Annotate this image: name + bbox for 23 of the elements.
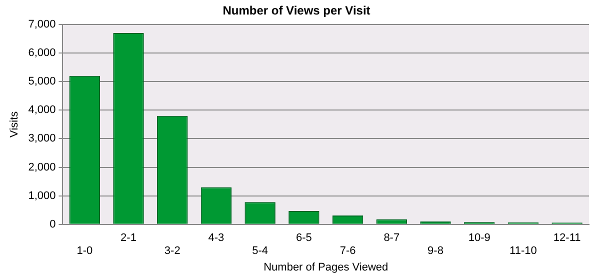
x-tick-label: 11-10 [510, 245, 537, 258]
x-tick-label: 6-5 [296, 232, 312, 244]
y-tick-label: 3,000 [28, 132, 56, 145]
x-tick-label: 7-6 [340, 245, 356, 258]
x-tick-label: 2-1 [120, 232, 136, 244]
y-axis-title: Visits [8, 110, 21, 138]
y-tick-label: 2,000 [28, 161, 56, 174]
x-axis-title: Number of Pages Viewed [264, 261, 388, 274]
chart-title: Number of Views per Visit [222, 4, 370, 18]
y-tick-label: 1,000 [28, 190, 56, 202]
y-tick-label: 7,000 [28, 18, 56, 30]
y-tick-label: 6,000 [28, 47, 56, 60]
x-tick-label: 5-4 [252, 245, 268, 258]
x-tick-label: 4-3 [208, 232, 224, 244]
x-tick-label: 9-8 [428, 245, 444, 258]
y-tick-label: 4,000 [28, 104, 56, 116]
x-tick-label: 1-0 [76, 245, 93, 258]
x-tick-label: 10-9 [468, 232, 490, 244]
y-tick-label: 5,000 [28, 76, 56, 88]
y-tick-label: 0 [50, 218, 56, 230]
x-tick-label: 3-2 [164, 245, 180, 258]
x-tick-label: 12-11 [553, 232, 581, 244]
x-tick-label: 8-7 [384, 232, 400, 244]
